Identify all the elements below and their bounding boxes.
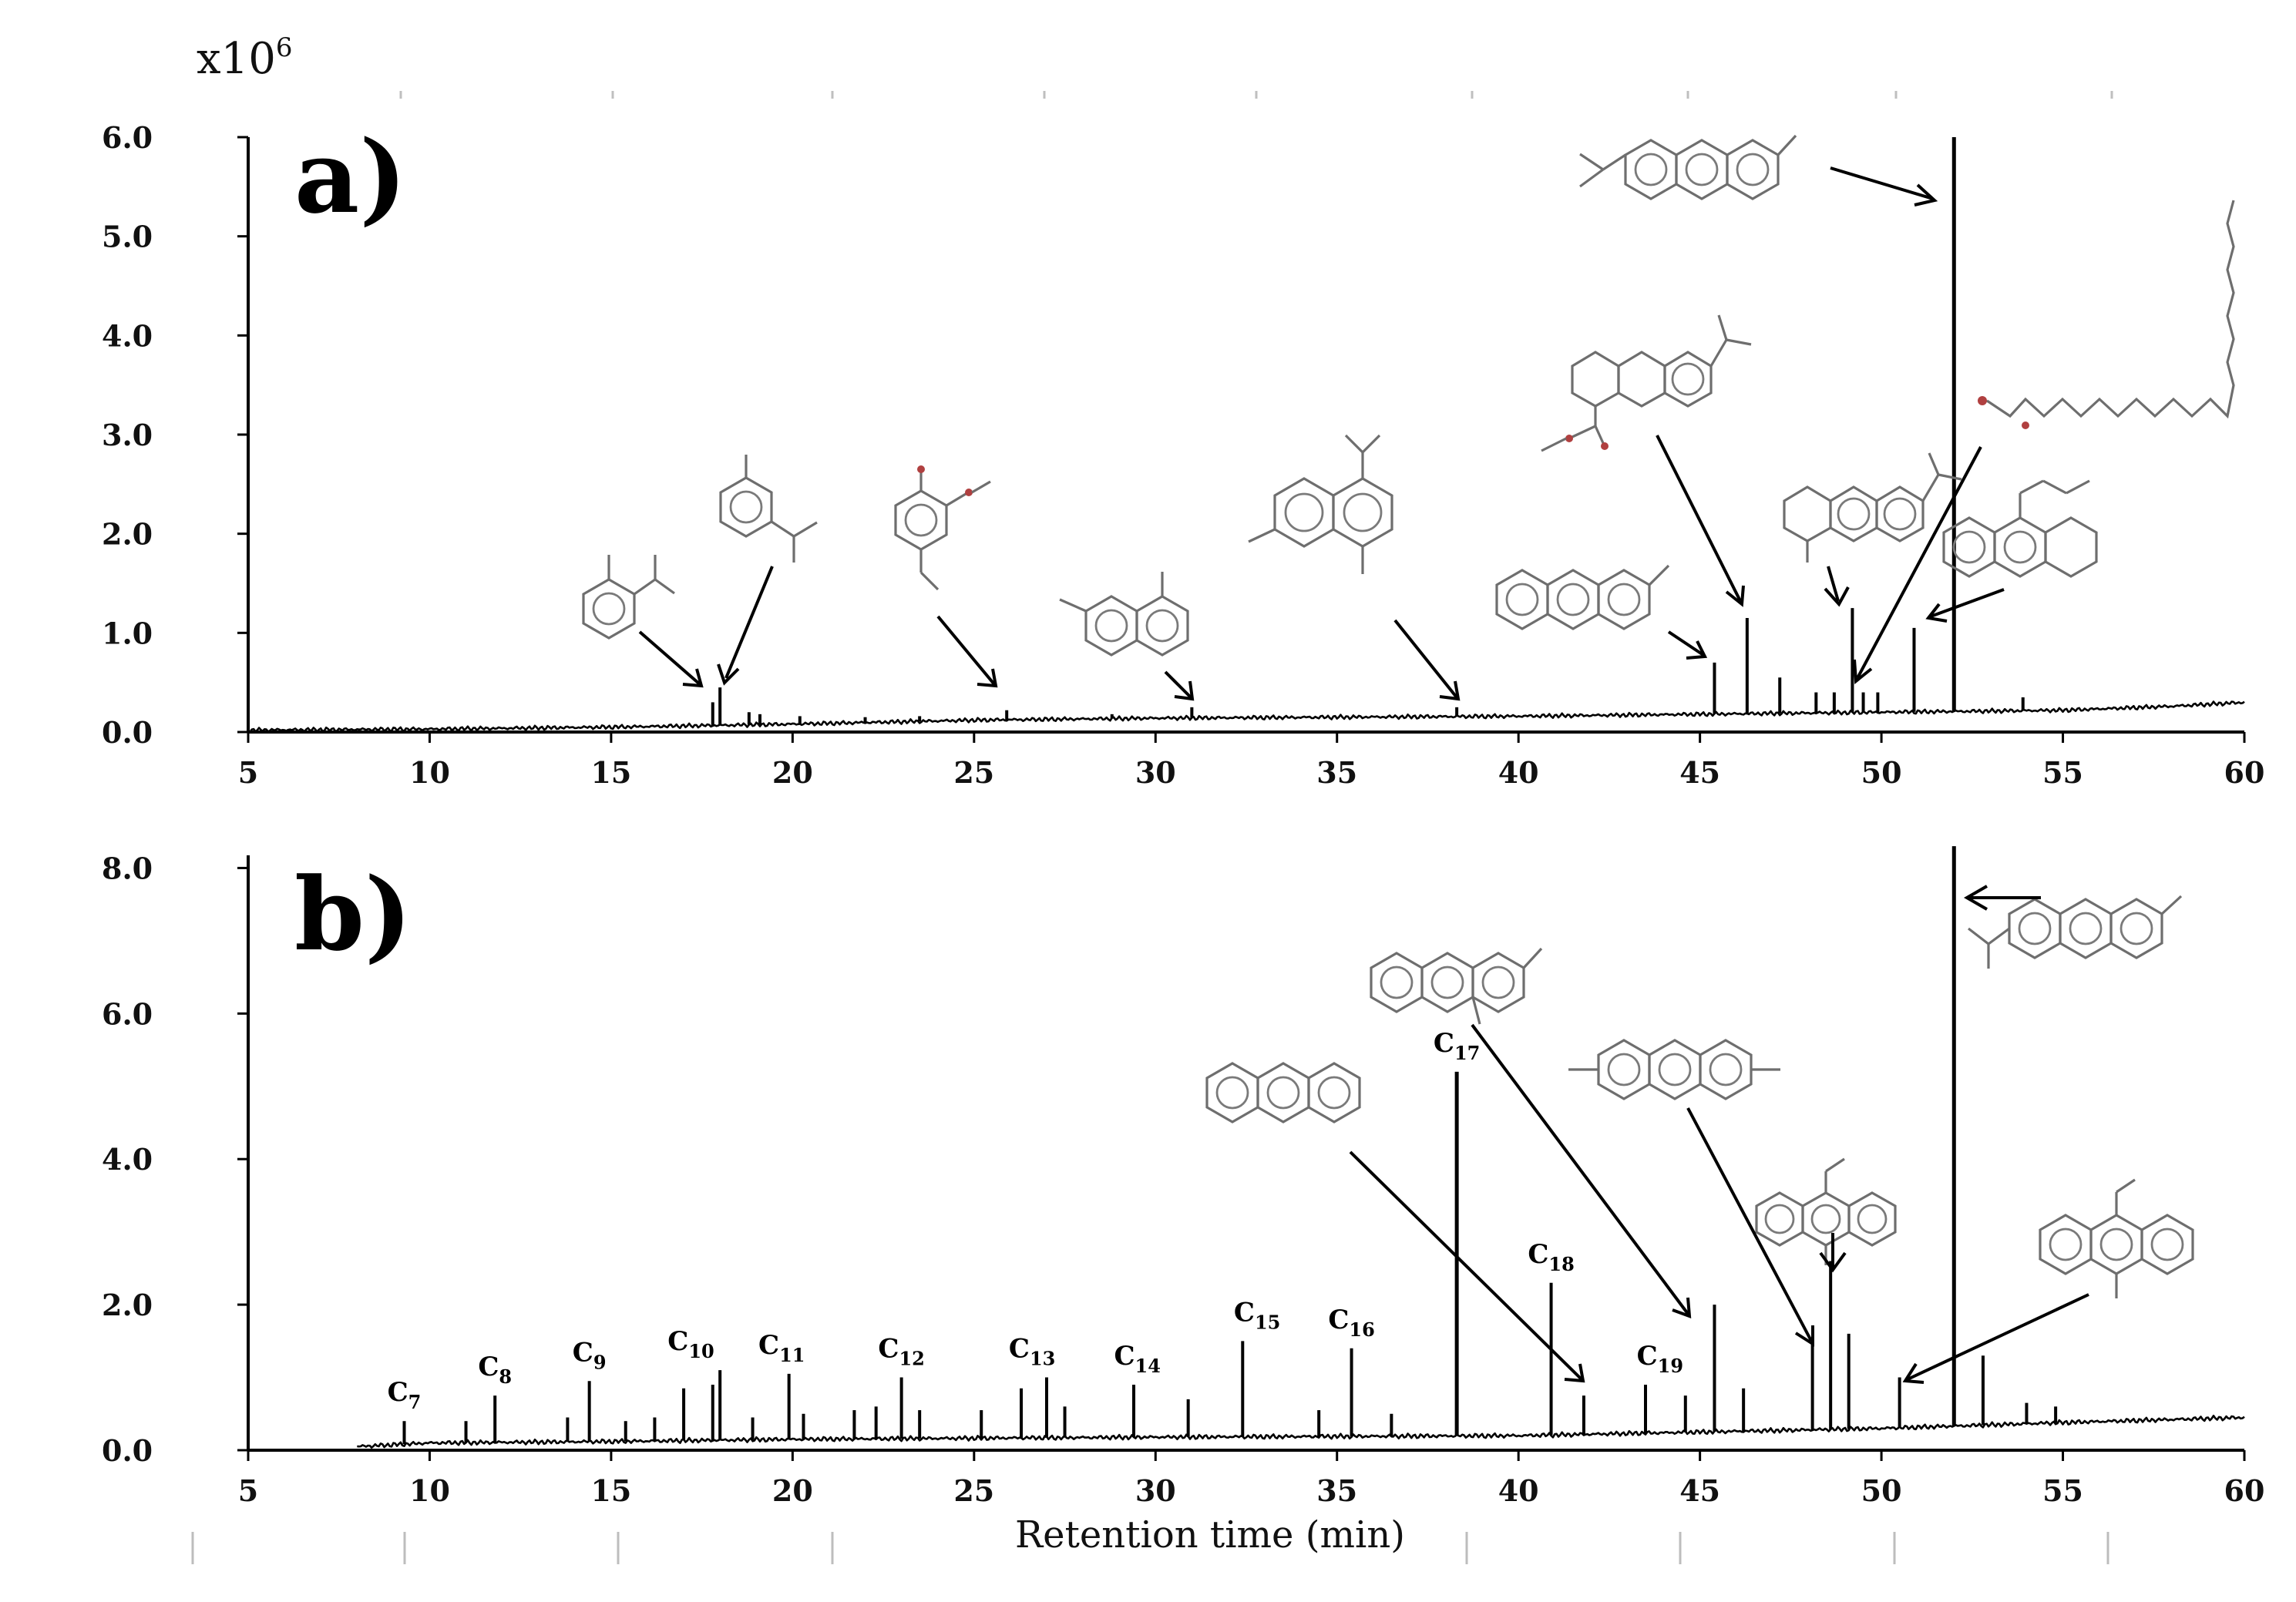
top-guide-dots	[399, 91, 2113, 99]
molecule-b5-icon	[2039, 1178, 2194, 1298]
a-x-tick-label: 55	[2042, 755, 2083, 790]
b-y-tick-label: 6.0	[102, 996, 153, 1031]
b-x-tick-label: 40	[1498, 1473, 1539, 1508]
a-y-tick-label: 2.0	[102, 517, 153, 552]
b-x-tick-label: 5	[238, 1473, 258, 1508]
b-carbon-label-11: C11	[758, 1330, 805, 1366]
b-carbon-label-9: C9	[573, 1337, 607, 1373]
panel-b-chromatogram-trace	[357, 1415, 2245, 1449]
b-x-tick-label: 30	[1135, 1473, 1176, 1508]
b-y-tick-label: 4.0	[102, 1142, 153, 1177]
a-x-tick-label: 25	[953, 755, 994, 790]
b-carbon-label-17: C17	[1434, 1028, 1480, 1064]
a-y-tick-label: 6.0	[102, 120, 153, 155]
molecule-a9-icon	[1978, 200, 2235, 429]
b-carbon-label-18: C18	[1528, 1239, 1574, 1275]
bottom-guide-marks	[191, 1532, 2109, 1564]
x-axis-label: Retention time (min)	[1015, 1513, 1405, 1557]
b-y-tick-label: 2.0	[102, 1288, 153, 1322]
a-x-tick-label: 40	[1498, 755, 1539, 790]
molecule-a4-icon	[1059, 572, 1189, 657]
molecule-a11-icon	[1579, 134, 1797, 200]
a-x-tick-label: 20	[772, 755, 813, 790]
panel-a-x-ticks: 5 10 15 20 25 30 35 40 45 50 55 60	[238, 732, 2265, 790]
b-carbon-label-8: C8	[478, 1352, 512, 1388]
molecule-b6-icon	[1968, 895, 2183, 969]
b-carbon-label-14: C14	[1114, 1341, 1160, 1377]
a-x-tick-label: 60	[2224, 755, 2265, 790]
molecule-b4-icon	[1755, 1157, 1897, 1265]
b-y-tick-label: 8.0	[102, 851, 153, 885]
b-x-tick-label: 10	[409, 1473, 450, 1508]
b-carbon-label-10: C10	[667, 1326, 714, 1362]
a-x-tick-label: 10	[409, 755, 450, 790]
a-x-tick-label: 15	[590, 755, 631, 790]
panel-b-label: b)	[294, 855, 412, 973]
molecule-b1-icon	[1205, 1062, 1361, 1123]
panel-b-x-ticks: 5 10 15 20 25 30 35 40 45 50 55 60	[238, 1450, 2265, 1508]
b-x-tick-label: 15	[590, 1473, 631, 1508]
b-carbon-label-7: C7	[388, 1377, 422, 1413]
molecule-b3-icon	[1568, 1039, 1780, 1100]
b-carbon-label-12: C12	[878, 1334, 924, 1370]
a-y-tick-label: 3.0	[102, 418, 153, 452]
panel-a-arrows	[638, 166, 2005, 701]
b-carbon-label-19: C19	[1637, 1341, 1683, 1377]
b-x-tick-label: 50	[1861, 1473, 1902, 1508]
b-x-tick-label: 20	[772, 1473, 813, 1508]
b-carbon-label-15: C15	[1234, 1297, 1280, 1333]
panel-a-molecule-structures	[582, 134, 2235, 657]
panel-a-chromatogram-trace	[247, 700, 2245, 734]
b-x-tick-label: 60	[2224, 1473, 2265, 1508]
molecule-a8-icon	[1783, 452, 1962, 563]
a-y-tick-label: 1.0	[102, 616, 153, 650]
a-y-tick-label: 5.0	[102, 220, 153, 254]
molecule-a6-icon	[1495, 564, 1670, 630]
panel-b-molecule-structures	[1205, 895, 2194, 1298]
panel-a-label: a)	[294, 118, 407, 236]
panel-b-arrows	[1349, 885, 2089, 1384]
a-x-tick-label: 5	[238, 755, 258, 790]
a-x-tick-label: 45	[1679, 755, 1720, 790]
panel-b-y-ticks: 0.0 2.0 4.0 6.0 8.0	[102, 851, 248, 1468]
b-x-tick-label: 25	[953, 1473, 994, 1508]
panel-a-y-ticks: 0.0 1.0 2.0 3.0 4.0 5.0 6.0	[102, 120, 248, 750]
b-y-tick-label: 0.0	[102, 1433, 153, 1468]
a-x-tick-label: 50	[1861, 755, 1902, 790]
panel-a: 0.01.02.03.04.05.06.0 5 10 15 20 25 30 35 40 45 5…	[102, 118, 2264, 790]
molecule-a3-icon	[894, 465, 991, 591]
b-carbon-label-16: C16	[1328, 1305, 1374, 1341]
molecule-a1-icon	[582, 555, 675, 640]
molecule-a10-icon	[1942, 479, 2098, 578]
a-y-tick-label: 4.0	[102, 318, 153, 353]
b-x-tick-label: 45	[1679, 1473, 1720, 1508]
a-x-tick-label: 30	[1135, 755, 1176, 790]
molecule-a5-icon	[1248, 434, 1393, 574]
a-x-tick-label: 35	[1316, 755, 1357, 790]
a-y-tick-label: 0.0	[102, 715, 153, 750]
b-x-tick-label: 55	[2042, 1473, 2083, 1508]
b-x-tick-label: 35	[1316, 1473, 1357, 1508]
molecule-a7-icon	[1541, 314, 1752, 452]
b-carbon-label-13: C13	[1009, 1334, 1055, 1370]
molecule-b2-icon	[1370, 947, 1543, 1025]
y-unit-label: x106	[197, 32, 292, 84]
molecule-a2-icon	[719, 455, 818, 563]
panel-b: 0.02.04.06.08.0 5 10 15 20 25 30 35 40 45 50 55 60 …	[102, 846, 2264, 1508]
